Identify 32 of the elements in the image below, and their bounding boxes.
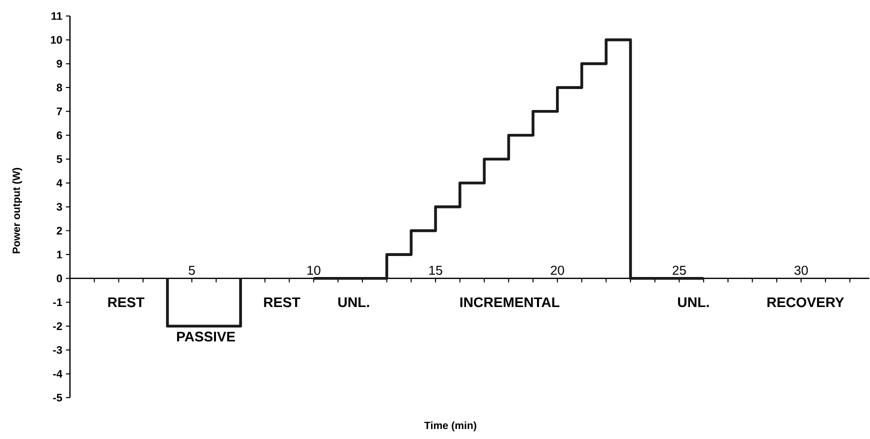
y-tick-label: 3 (56, 203, 62, 211)
annotation: RECOVERY (767, 297, 844, 308)
annotation: UNL. (338, 298, 370, 308)
annotation: UNL. (678, 298, 709, 308)
y-tick-label: -4 (53, 370, 62, 378)
y-tick-label: 0 (56, 274, 62, 282)
y-tick-label: 1 (57, 250, 62, 258)
y-tick-label: 6 (56, 132, 62, 140)
annotation: PASSIVE (177, 332, 236, 342)
x-tick-label: 25 (672, 266, 686, 276)
annotation: REST (108, 297, 144, 308)
annotation: INCREMENTAL (460, 297, 560, 308)
x-tick-label: 5 (188, 266, 195, 276)
y-tick-label: -1 (53, 298, 62, 306)
y-tick-label: 5 (56, 155, 62, 164)
y-tick-label: 4 (56, 179, 62, 187)
y-tick-label: 7 (56, 108, 62, 116)
y-tick-label: 8 (56, 84, 62, 92)
x-tick-label: 15 (429, 266, 442, 276)
y-axis-title: Power output (W) (12, 168, 22, 254)
y-tick-label: -5 (53, 394, 62, 402)
x-axis-title: Time (min) (424, 422, 476, 432)
y-tick-label: 11 (52, 12, 62, 20)
y-tick-label: 9 (56, 60, 62, 68)
annotation: REST (264, 297, 300, 308)
y-tick-label: 2 (56, 227, 62, 235)
x-tick-label: 20 (550, 266, 564, 276)
y-tick-label: -2 (53, 322, 62, 330)
x-tick-label: 10 (307, 266, 320, 276)
x-tick-label: 30 (794, 266, 808, 276)
y-tick-label: -3 (53, 346, 62, 354)
y-tick-label: 10 (50, 36, 62, 44)
